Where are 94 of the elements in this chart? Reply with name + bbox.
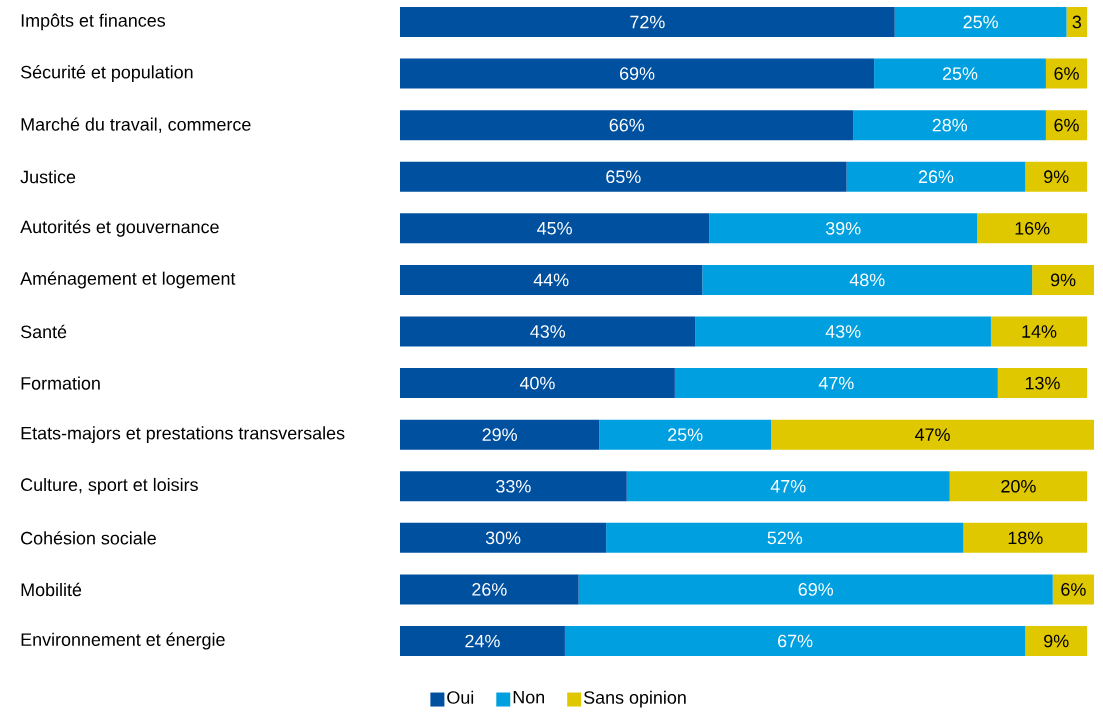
- data-label: 6%: [1061, 583, 1086, 596]
- bar: [949, 471, 1088, 502]
- data-label: 40%: [519, 376, 555, 390]
- y-tick-label: Autorités et gouvernance: [20, 219, 219, 237]
- data-label: 33%: [496, 479, 531, 493]
- y-tick-label: Etats-majors et prestations transversales: [21, 426, 345, 444]
- bar: [990, 316, 1088, 347]
- data-label: 39%: [825, 221, 861, 235]
- data-label: 47%: [770, 479, 806, 493]
- data-label: 25%: [668, 428, 703, 442]
- bar: [702, 264, 1033, 295]
- legend-label: Sans opinion: [583, 690, 686, 708]
- y-tick-label: Mobilité: [21, 582, 82, 597]
- y-tick-label: Impôts et finances: [21, 13, 166, 31]
- data-label: 20%: [1001, 479, 1036, 493]
- bar: [400, 419, 600, 450]
- data-label: 43%: [530, 325, 566, 338]
- bar: [626, 471, 950, 502]
- legend-label: Oui: [447, 690, 474, 704]
- data-label: 28%: [932, 118, 968, 132]
- bar: [599, 419, 772, 450]
- y-tick-label: Culture, sport et loisirs: [21, 477, 198, 495]
- bar: [400, 626, 565, 657]
- bar: [400, 213, 710, 244]
- data-label: 44%: [533, 273, 569, 287]
- bar: [997, 368, 1088, 399]
- y-tick-label: Santé: [20, 324, 67, 339]
- bar: [564, 626, 1026, 657]
- bar: [400, 58, 875, 89]
- bar: [400, 471, 627, 502]
- bar: [400, 316, 696, 347]
- bar: [1052, 574, 1095, 605]
- legend-label: Non: [513, 691, 545, 704]
- data-label: 3: [1072, 15, 1082, 29]
- data-label: 69%: [798, 583, 834, 596]
- data-label: 24%: [465, 634, 500, 648]
- data-label: 16%: [1015, 221, 1050, 235]
- data-label: 52%: [767, 531, 803, 545]
- bar: [674, 368, 998, 399]
- bar: [400, 6, 895, 37]
- y-tick-label: Sécurité et population: [20, 65, 193, 83]
- bar: [1045, 110, 1088, 141]
- data-label: 30%: [485, 531, 521, 545]
- bar: [400, 522, 607, 553]
- bar: [894, 6, 1067, 37]
- bar: [874, 58, 1046, 89]
- bar: [400, 264, 703, 295]
- y-tick-label: Formation: [21, 376, 100, 390]
- data-label: 45%: [537, 222, 572, 235]
- data-label: 29%: [482, 428, 517, 442]
- data-label: 65%: [606, 170, 641, 184]
- data-label: 6%: [1054, 118, 1079, 132]
- data-label: 18%: [1008, 531, 1043, 545]
- bar: [695, 316, 991, 347]
- bar: [963, 522, 1088, 553]
- bar: [709, 213, 978, 244]
- bar: [1025, 626, 1088, 657]
- data-label: 48%: [849, 273, 885, 287]
- data-label: 9%: [1044, 634, 1069, 648]
- y-tick-label: Cohésion sociale: [21, 531, 156, 545]
- bar: [400, 574, 579, 605]
- y-tick-label: Aménagement et logement: [20, 271, 236, 289]
- y-tick-label: Marché du travail, commerce: [21, 117, 251, 133]
- data-label: 69%: [620, 67, 655, 80]
- y-tick-label: Justice: [20, 170, 76, 184]
- bar: [606, 522, 964, 553]
- data-label: 66%: [609, 118, 645, 132]
- data-label: 67%: [778, 634, 813, 648]
- data-label: 14%: [1022, 325, 1057, 338]
- bar: [846, 161, 1026, 192]
- bar: [771, 419, 1095, 450]
- data-label: 72%: [630, 15, 665, 29]
- data-label: 13%: [1025, 376, 1060, 390]
- data-label: 47%: [818, 376, 854, 390]
- data-label: 43%: [825, 325, 861, 338]
- bar: [1045, 58, 1088, 89]
- data-label: 26%: [472, 583, 507, 596]
- bar: [578, 574, 1053, 605]
- bar: [1032, 264, 1095, 295]
- bar: [1025, 161, 1088, 192]
- data-label: 47%: [915, 428, 950, 441]
- bar: [400, 368, 675, 399]
- bar: [977, 213, 1088, 244]
- data-label: 25%: [942, 67, 978, 80]
- y-tick-label: Environnement et énergie: [21, 632, 225, 650]
- bar: [400, 110, 854, 141]
- bar: [1066, 6, 1088, 37]
- data-label: 26%: [918, 170, 954, 184]
- bar: [853, 110, 1046, 141]
- data-label: 9%: [1050, 273, 1076, 287]
- data-label: 6%: [1054, 67, 1079, 80]
- data-label: 9%: [1044, 170, 1069, 184]
- data-label: 25%: [963, 15, 998, 29]
- bar: [400, 161, 847, 192]
